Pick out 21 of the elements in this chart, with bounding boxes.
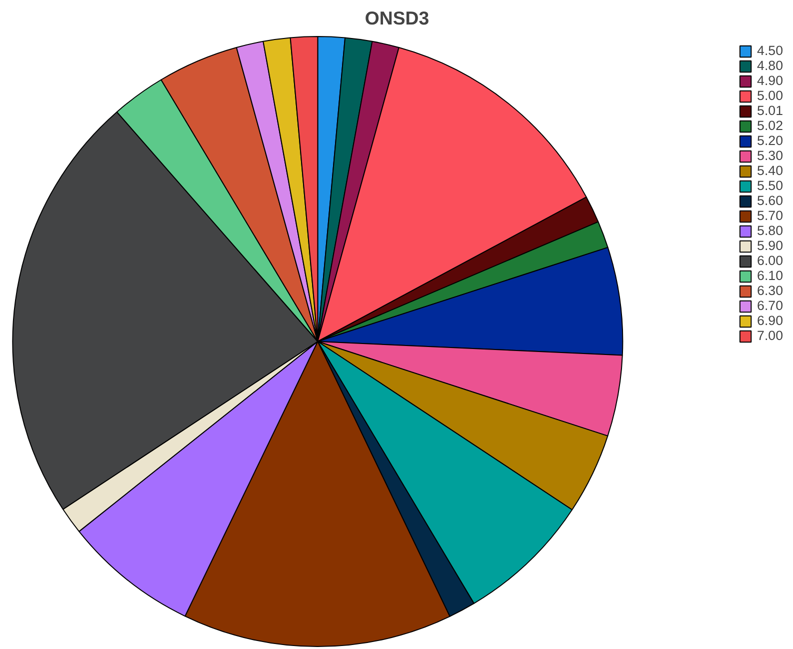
legend-label: 6.00 (757, 253, 783, 268)
legend-label: 5.40 (757, 163, 783, 178)
legend-label: 5.90 (757, 238, 783, 253)
legend-label: 5.20 (757, 133, 783, 148)
legend-label: 5.00 (757, 88, 783, 103)
legend-label: 6.10 (757, 268, 783, 283)
legend-label: 4.90 (757, 73, 783, 88)
legend-label: 5.30 (757, 148, 783, 163)
legend-label: 6.90 (757, 313, 783, 328)
legend-label: 5.01 (757, 103, 783, 118)
legend-label: 5.50 (757, 178, 783, 193)
chart-title: ONSD3 (364, 8, 430, 28)
legend-label: 5.70 (757, 208, 783, 223)
legend-label: 6.70 (757, 298, 783, 313)
legend-label: 4.50 (757, 43, 783, 58)
legend-label: 5.80 (757, 223, 783, 238)
legend-label: 5.02 (757, 118, 783, 133)
legend-label: 5.60 (757, 193, 783, 208)
legend-label: 6.30 (757, 283, 783, 298)
legend-label: 7.00 (757, 328, 783, 343)
legend-label: 4.80 (757, 58, 783, 73)
